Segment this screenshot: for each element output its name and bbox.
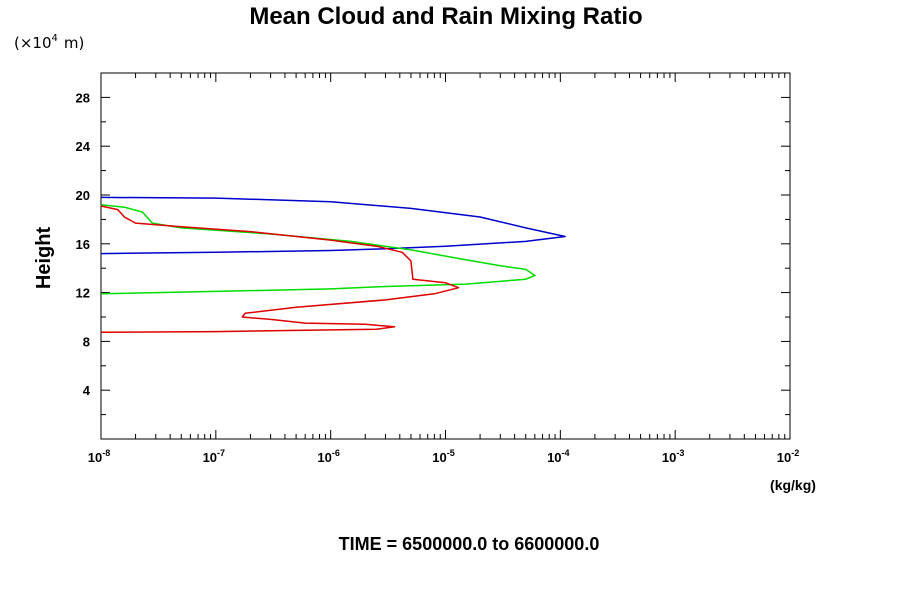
y-unit-meters: m) [64, 34, 84, 52]
x-tick-label-exponent: -6 [332, 448, 340, 458]
x-tick-label: 10-8 [88, 448, 110, 465]
x-tick-label-base: 10 [777, 450, 791, 465]
x-tick-label: 10-6 [317, 448, 339, 465]
x-tick-label-base: 10 [88, 450, 102, 465]
y-tick-label: 28 [76, 90, 90, 105]
chart-title: Mean Cloud and Rain Mixing Ratio [249, 3, 642, 30]
x-tick-label: 10-2 [777, 448, 799, 465]
x-tick-label: 10-5 [432, 448, 454, 465]
footer-time: TIME = 6500000.0 to 6600000.0 [339, 534, 600, 554]
y-tick-label: 24 [76, 139, 91, 154]
x-tick-label-exponent: -4 [562, 448, 570, 458]
y-unit-label: (×104 m) [14, 33, 84, 52]
x-tick-label: 10-7 [203, 448, 225, 465]
x-axis-unit-label: (kg/kg) [770, 477, 816, 493]
y-tick-label: 16 [76, 237, 90, 252]
x-tick-label-exponent: -8 [102, 448, 110, 458]
y-tick-label: 12 [76, 286, 90, 301]
y-tick-label: 4 [83, 383, 91, 398]
x-tick-label-base: 10 [203, 450, 217, 465]
y-unit-exponent: 4 [52, 33, 58, 44]
x-tick-label-base: 10 [317, 450, 331, 465]
red-profile-line [100, 205, 460, 334]
x-tick-label-base: 10 [432, 450, 446, 465]
blue-profile-line [100, 196, 566, 255]
x-tick-label-base: 10 [547, 450, 561, 465]
x-tick-label-exponent: -5 [447, 448, 455, 458]
y-unit-prefix: (×10 [14, 34, 52, 52]
x-tick-label-base: 10 [662, 450, 676, 465]
x-tick-label-exponent: -2 [791, 448, 799, 458]
x-tick-label: 10-3 [662, 448, 684, 465]
y-tick-label: 8 [83, 334, 90, 349]
y-tick-label: 20 [76, 188, 90, 203]
y-axis-label: Height [33, 227, 55, 290]
x-tick-label-exponent: -3 [676, 448, 684, 458]
x-tick-label-exponent: -7 [217, 448, 225, 458]
green-profile-line [100, 204, 536, 295]
x-tick-label: 10-4 [547, 448, 569, 465]
